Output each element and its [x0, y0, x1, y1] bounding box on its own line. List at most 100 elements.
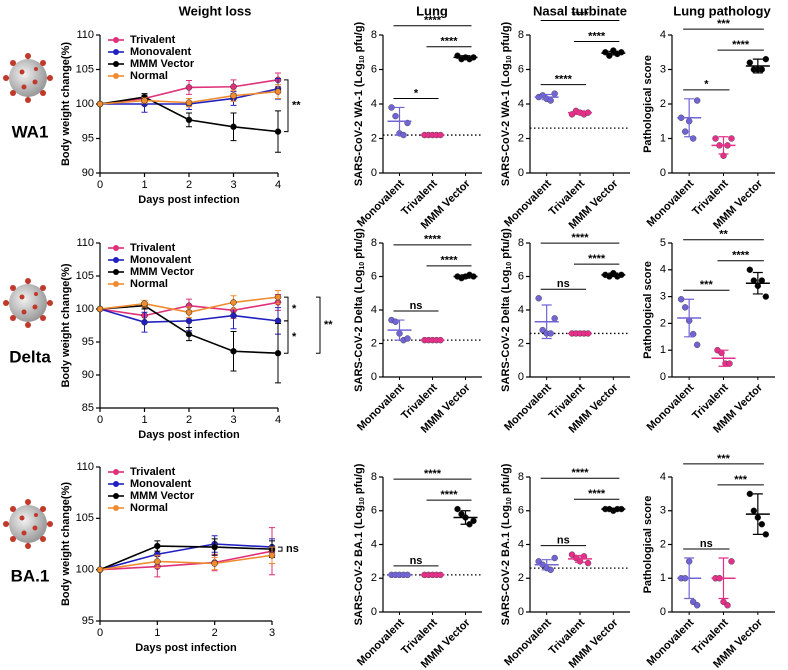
sd-bar — [394, 319, 405, 341]
y-tick-label: 2 — [660, 98, 666, 110]
legend-label: MMM Vector — [130, 266, 195, 278]
data-point — [185, 317, 193, 325]
sd-bar — [684, 557, 695, 600]
y-tick-label: 0 — [518, 167, 524, 179]
significance-label: *** — [700, 279, 714, 291]
significance-label: ** — [324, 319, 333, 331]
data-point — [551, 315, 558, 322]
data-point — [758, 521, 766, 528]
y-tick-label: 4 — [518, 98, 524, 110]
series-line — [99, 554, 273, 571]
legend-marker — [113, 469, 119, 475]
y-axis-label-part: pfu/g) — [353, 463, 365, 497]
y-tick-label: 100 — [76, 303, 94, 315]
legend-label: Trivalent — [130, 466, 176, 478]
x-tick-label: 2 — [186, 414, 192, 426]
y-axis-label-part: 10 — [506, 497, 513, 505]
y-tick-label: 105 — [76, 270, 94, 282]
x-tick-label: 0 — [97, 179, 103, 191]
legend-label: Monovalent — [130, 254, 191, 266]
data-point — [274, 128, 282, 135]
y-tick-label: 2 — [518, 337, 524, 349]
data-point — [535, 295, 542, 302]
data-point — [230, 347, 237, 355]
series-line — [99, 545, 273, 571]
significance-label: ns — [557, 278, 570, 290]
y-axis-label-part: SARS-CoV-2 Delta (Log — [500, 270, 512, 392]
y-tick-label: 0 — [518, 371, 524, 383]
data-point — [681, 128, 689, 135]
y-tick-label: 2 — [371, 337, 377, 349]
column-title: Lung pathology — [673, 3, 771, 18]
y-axis-label: SARS-CoV-2 WA-1 (Log10 pfu/g) — [353, 22, 366, 187]
y-tick-label: 1 — [660, 344, 666, 356]
x-tick-label: 2 — [212, 627, 218, 639]
y-axis-label-part: SARS-CoV-2 WA-1 (Log — [353, 63, 365, 186]
data-point — [211, 560, 218, 567]
legend-marker — [113, 269, 119, 275]
x-tick-label: Monovalent — [645, 381, 697, 433]
data-point — [728, 135, 735, 142]
y-tick-label: 4 — [371, 538, 377, 550]
sd-bar — [608, 50, 619, 56]
significance-label: **** — [588, 30, 606, 42]
y-axis-label-part: SARS-CoV-2 BA.1 (Log — [353, 505, 365, 625]
y-tick-label: 6 — [518, 505, 524, 517]
legend-marker — [113, 49, 119, 55]
x-tick-label: 3 — [230, 414, 236, 426]
significance-label: ** — [292, 100, 301, 112]
data-point — [618, 49, 625, 56]
data-point — [274, 293, 282, 301]
x-tick-label: 1 — [141, 179, 147, 191]
y-tick-label: 8 — [518, 29, 524, 41]
sd-bar — [541, 93, 552, 101]
data-point — [693, 97, 701, 104]
series-line — [99, 543, 273, 571]
y-axis-label: Body weight change(%) — [60, 263, 72, 387]
y-axis-label-part: pfu/g) — [353, 22, 365, 56]
y-tick-label: 1 — [660, 572, 666, 584]
y-axis-label: Pathological score — [642, 496, 654, 594]
sd-bar — [752, 58, 763, 74]
y-tick-label: 4 — [518, 304, 524, 316]
data-point — [547, 330, 554, 337]
significance-label: **** — [571, 467, 589, 479]
significance-label: * — [414, 87, 419, 99]
y-axis-label-part: Pathological score — [642, 261, 654, 359]
y-tick-label: 3 — [660, 291, 666, 303]
y-axis-label-part: SARS-CoV-2 WA-1 (Log — [500, 63, 512, 186]
significance-label: **** — [424, 468, 442, 480]
y-tick-label: 105 — [76, 512, 94, 524]
data-point — [230, 312, 237, 319]
y-tick-label: 6 — [518, 63, 524, 75]
y-tick-label: 8 — [371, 237, 377, 249]
significance-label: * — [292, 303, 297, 315]
data-point — [392, 112, 399, 120]
legend-marker — [113, 481, 119, 487]
y-tick-label: 0 — [660, 167, 666, 179]
y-axis-label-part: 10 — [359, 262, 366, 270]
significance-label: **** — [732, 39, 750, 51]
data-point — [746, 59, 754, 66]
data-point — [726, 360, 733, 367]
y-tick-label: 8 — [371, 29, 377, 41]
data-point — [185, 330, 193, 338]
significance-label: *** — [717, 453, 731, 465]
data-point — [762, 55, 770, 63]
y-tick-label: 2 — [660, 538, 666, 550]
y-tick-label: 4 — [371, 304, 377, 316]
sd-bar — [608, 507, 619, 511]
data-point — [693, 602, 701, 609]
sd-bar — [575, 110, 585, 115]
sd-bar — [718, 349, 729, 367]
data-point — [96, 100, 104, 108]
row-label: BA.1 — [11, 566, 50, 585]
y-tick-label: 6 — [371, 505, 377, 517]
significance-label: **** — [424, 234, 442, 246]
y-tick-label: 90 — [82, 369, 94, 381]
legend-marker — [113, 73, 119, 79]
y-axis-label-part: SARS-CoV-2 BA.1 (Log — [500, 505, 512, 625]
series-line — [99, 550, 273, 571]
data-point — [388, 104, 395, 111]
y-axis-label: SARS-CoV-2 WA-1 (Log10 pfu/g) — [500, 22, 513, 187]
